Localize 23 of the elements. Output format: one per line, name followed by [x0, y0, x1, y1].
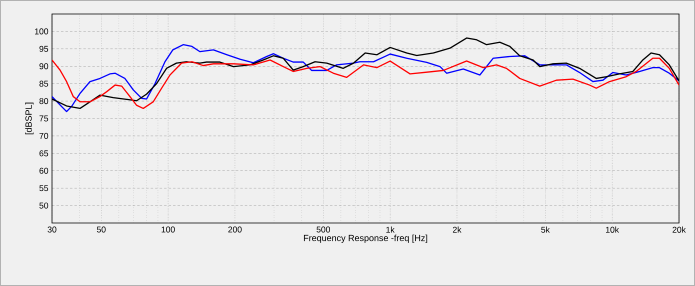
y-tick-label: 55 — [39, 185, 48, 192]
y-tick-label: 60 — [40, 168, 48, 174]
y-tick-label: 70 — [40, 132, 48, 139]
y-axis-title: [dBSPL] — [25, 102, 34, 134]
y-tick-label: 100 — [35, 28, 48, 34]
x-tick-label: 5k — [541, 226, 550, 233]
y-tick-label: 50 — [39, 202, 48, 209]
y-tick-label: 75 — [40, 116, 48, 122]
y-tick-label: 65 — [40, 150, 48, 156]
x-tick-label: 2k — [452, 226, 462, 233]
x-tick-label: 500 — [316, 226, 330, 233]
x-tick-label: 20k — [672, 226, 686, 233]
y-tick-label: 80 — [39, 98, 48, 104]
x-tick-label: 10k — [606, 226, 620, 233]
x-tick-label: 30 — [48, 226, 56, 233]
x-tick-label: 1k — [386, 226, 395, 233]
y-tick-label: 95 — [39, 46, 48, 52]
y-tick-label: 85 — [39, 80, 48, 87]
x-tick-label: 50 — [96, 226, 106, 233]
x-tick-label: 200 — [228, 226, 242, 233]
y-tick-label: 90 — [39, 63, 48, 70]
x-axis-title: Frequency Response -freq [Hz] — [304, 234, 428, 243]
x-tick-label: 100 — [162, 226, 175, 233]
